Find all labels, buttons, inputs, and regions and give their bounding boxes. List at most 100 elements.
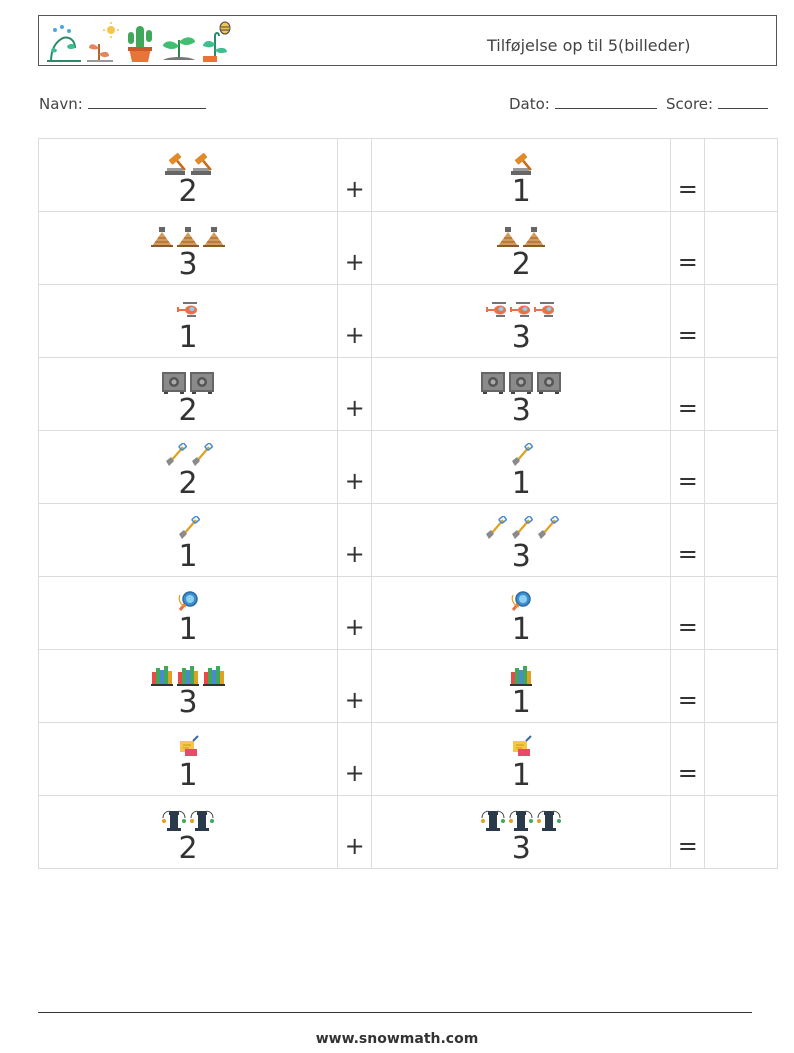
plus-sign: +	[344, 540, 365, 568]
answer-cell[interactable]	[704, 430, 778, 504]
plus-sign: +	[344, 321, 365, 349]
bee-plant-icon	[203, 21, 231, 62]
operand-b-cell: 3	[371, 357, 672, 431]
equals-sign: =	[677, 394, 698, 422]
problem-table: 2 +1 = 3 +2 = 1 +3 = 2 +3 = 2 +1 = 1 +3 = 1 +1 = 3 +1 = 1 +1 = 2 +3 =	[37, 138, 778, 869]
gavel-icon-group	[39, 147, 337, 177]
plus-cell: +	[337, 795, 373, 869]
date-blank[interactable]	[554, 94, 657, 109]
safe-icon-group	[39, 366, 337, 396]
operand-a-number: 3	[178, 247, 198, 282]
equals-sign: =	[677, 759, 698, 787]
name-blank[interactable]	[87, 94, 206, 109]
plus-sign: +	[344, 175, 365, 203]
problem-row: 1 +3 =	[37, 503, 778, 577]
magnifier-icon-group	[39, 585, 337, 615]
name-field: Navn:	[39, 94, 206, 113]
date-field: Dato:	[509, 94, 657, 113]
gavel-icon-group	[372, 147, 670, 177]
problem-row: 3 +2 =	[37, 211, 778, 285]
score-field: Score:	[666, 94, 768, 113]
answer-cell[interactable]	[704, 503, 778, 577]
operand-b-cell: 1	[371, 649, 672, 723]
equals-cell: =	[670, 576, 706, 650]
operand-b-number: 3	[511, 831, 531, 866]
chess-rook-icon-group	[372, 804, 670, 834]
equals-sign: =	[677, 321, 698, 349]
plus-cell: +	[337, 138, 373, 212]
pyramid-icon-group	[39, 220, 337, 250]
operand-b-number: 1	[511, 758, 531, 793]
plus-sign: +	[344, 467, 365, 495]
equals-sign: =	[677, 248, 698, 276]
equals-cell: =	[670, 722, 706, 796]
pyramid-icon	[150, 226, 174, 248]
plus-cell: +	[337, 284, 373, 358]
operand-b-number: 2	[511, 247, 531, 282]
operand-a-cell: 3	[37, 211, 339, 285]
helicopter-icon-group	[39, 293, 337, 323]
sun-plant-icon	[87, 22, 119, 62]
answer-cell[interactable]	[704, 649, 778, 723]
operand-a-cell: 3	[37, 649, 339, 723]
equals-cell: =	[670, 795, 706, 869]
operand-b-cell: 3	[371, 795, 672, 869]
shovel-icon-group	[39, 439, 337, 469]
operand-a-cell: 1	[37, 503, 339, 577]
equals-cell: =	[670, 503, 706, 577]
answer-cell[interactable]	[704, 138, 778, 212]
answer-cell[interactable]	[704, 284, 778, 358]
safe-icon	[537, 372, 562, 394]
plus-sign: +	[344, 759, 365, 787]
problem-row: 2 +3 =	[37, 357, 778, 431]
equals-cell: =	[670, 649, 706, 723]
answer-cell[interactable]	[704, 795, 778, 869]
equals-sign: =	[677, 832, 698, 860]
operand-b-cell: 1	[371, 430, 672, 504]
operand-b-number: 1	[511, 685, 531, 720]
equals-sign: =	[677, 175, 698, 203]
operand-b-number: 1	[511, 466, 531, 501]
equals-cell: =	[670, 430, 706, 504]
operand-a-number: 2	[178, 393, 198, 428]
problem-row: 2 +3 =	[37, 795, 778, 869]
equals-cell: =	[670, 357, 706, 431]
answer-cell[interactable]	[704, 211, 778, 285]
safe-icon-group	[372, 366, 670, 396]
plus-cell: +	[337, 649, 373, 723]
operand-b-cell: 3	[371, 284, 672, 358]
operand-a-number: 2	[178, 466, 198, 501]
plus-cell: +	[337, 357, 373, 431]
operand-b-cell: 1	[371, 722, 672, 796]
operand-a-cell: 2	[37, 795, 339, 869]
operand-a-cell: 1	[37, 722, 339, 796]
plus-cell: +	[337, 503, 373, 577]
equals-sign: =	[677, 540, 698, 568]
equals-cell: =	[670, 138, 706, 212]
chess-rook-icon	[480, 810, 506, 832]
equals-sign: =	[677, 613, 698, 641]
answer-cell[interactable]	[704, 576, 778, 650]
name-label: Navn:	[39, 95, 83, 113]
helicopter-icon-group	[372, 293, 670, 323]
magnifier-icon-group	[372, 585, 670, 615]
date-label: Dato:	[509, 95, 550, 113]
equals-sign: =	[677, 686, 698, 714]
answer-cell[interactable]	[704, 357, 778, 431]
worksheet-title: Tilføjelse op til 5(billeder)	[487, 36, 691, 55]
pyramid-icon	[202, 226, 226, 248]
score-label: Score:	[666, 95, 714, 113]
sprout-icon	[163, 37, 195, 60]
plus-sign: +	[344, 613, 365, 641]
chess-rook-icon	[536, 810, 562, 832]
answer-cell[interactable]	[704, 722, 778, 796]
sticky-note-icon-group	[39, 731, 337, 761]
operand-a-number: 1	[178, 758, 198, 793]
footer-url: www.snowmath.com	[315, 1031, 479, 1047]
problem-row: 2 +1 =	[37, 138, 778, 212]
books-icon-group	[39, 658, 337, 688]
plus-cell: +	[337, 576, 373, 650]
operand-b-cell: 1	[371, 138, 672, 212]
score-blank[interactable]	[717, 94, 768, 109]
operand-a-cell: 2	[37, 138, 339, 212]
